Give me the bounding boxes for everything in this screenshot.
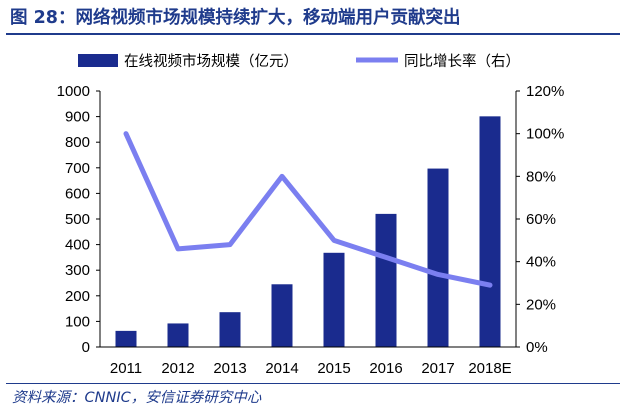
bar-2013 — [219, 312, 241, 347]
left-tick-label: 300 — [65, 262, 90, 279]
bar-2017 — [427, 168, 449, 347]
x-axis-ticks: 2011 2012 2013 2014 2015 2016 2017 2018E — [110, 360, 512, 377]
x-tick-label: 2014 — [265, 360, 298, 377]
footer-divider — [6, 383, 620, 384]
axes — [99, 91, 517, 348]
x-tick-label: 2011 — [110, 360, 142, 377]
x-tick-label: 2015 — [317, 360, 350, 377]
left-axis-ticks: 0 100 200 300 400 500 600 700 800 900 1000 — [57, 83, 100, 356]
bars — [115, 116, 501, 348]
x-tick-label: 2017 — [421, 360, 454, 377]
bar-2012 — [167, 323, 189, 347]
right-tick-label: 40% — [526, 254, 556, 271]
bar-2015 — [323, 252, 345, 347]
right-axis-ticks: 0% 20% 40% 60% 80% 100% 120% — [516, 83, 564, 356]
left-tick-label: 700 — [65, 160, 90, 177]
x-tick-label: 2013 — [213, 360, 246, 377]
legend-line-label: 同比增长率（右） — [404, 53, 520, 70]
left-tick-label: 100 — [65, 313, 90, 330]
figure-title: 图 28：网络视频市场规模持续扩大，移动端用户贡献突出 — [10, 8, 461, 28]
right-tick-label: 120% — [526, 83, 564, 100]
left-tick-label: 1000 — [57, 83, 90, 100]
right-tick-label: 80% — [526, 168, 556, 185]
legend-bar-swatch — [78, 54, 118, 67]
growth-line — [123, 131, 493, 288]
legend-bar-label: 在线视频市场规模（亿元） — [124, 53, 298, 70]
left-tick-label: 800 — [65, 134, 90, 151]
right-tick-label: 0% — [526, 339, 548, 356]
right-tick-label: 60% — [526, 211, 556, 228]
left-tick-label: 200 — [65, 288, 90, 305]
source-note: 资料来源：CNNIC，安信证券研究中心 — [12, 390, 262, 406]
right-tick-label: 20% — [526, 296, 556, 313]
bar-2018E — [479, 116, 501, 348]
left-tick-label: 0 — [82, 339, 90, 356]
left-tick-label: 500 — [65, 211, 90, 228]
left-tick-label: 900 — [65, 109, 90, 126]
title-divider — [6, 33, 620, 35]
bar-2011 — [115, 330, 137, 347]
x-tick-label: 2018E — [468, 360, 511, 377]
x-tick-label: 2016 — [369, 360, 402, 377]
left-tick-label: 600 — [65, 185, 90, 202]
bar-2016 — [375, 213, 397, 347]
legend: 在线视频市场规模（亿元） 同比增长率（右） — [78, 53, 520, 70]
right-tick-label: 100% — [526, 126, 564, 143]
x-tick-label: 2012 — [161, 360, 194, 377]
left-tick-label: 400 — [65, 237, 90, 254]
bar-2014 — [271, 284, 293, 347]
growth-line-path — [123, 131, 493, 288]
